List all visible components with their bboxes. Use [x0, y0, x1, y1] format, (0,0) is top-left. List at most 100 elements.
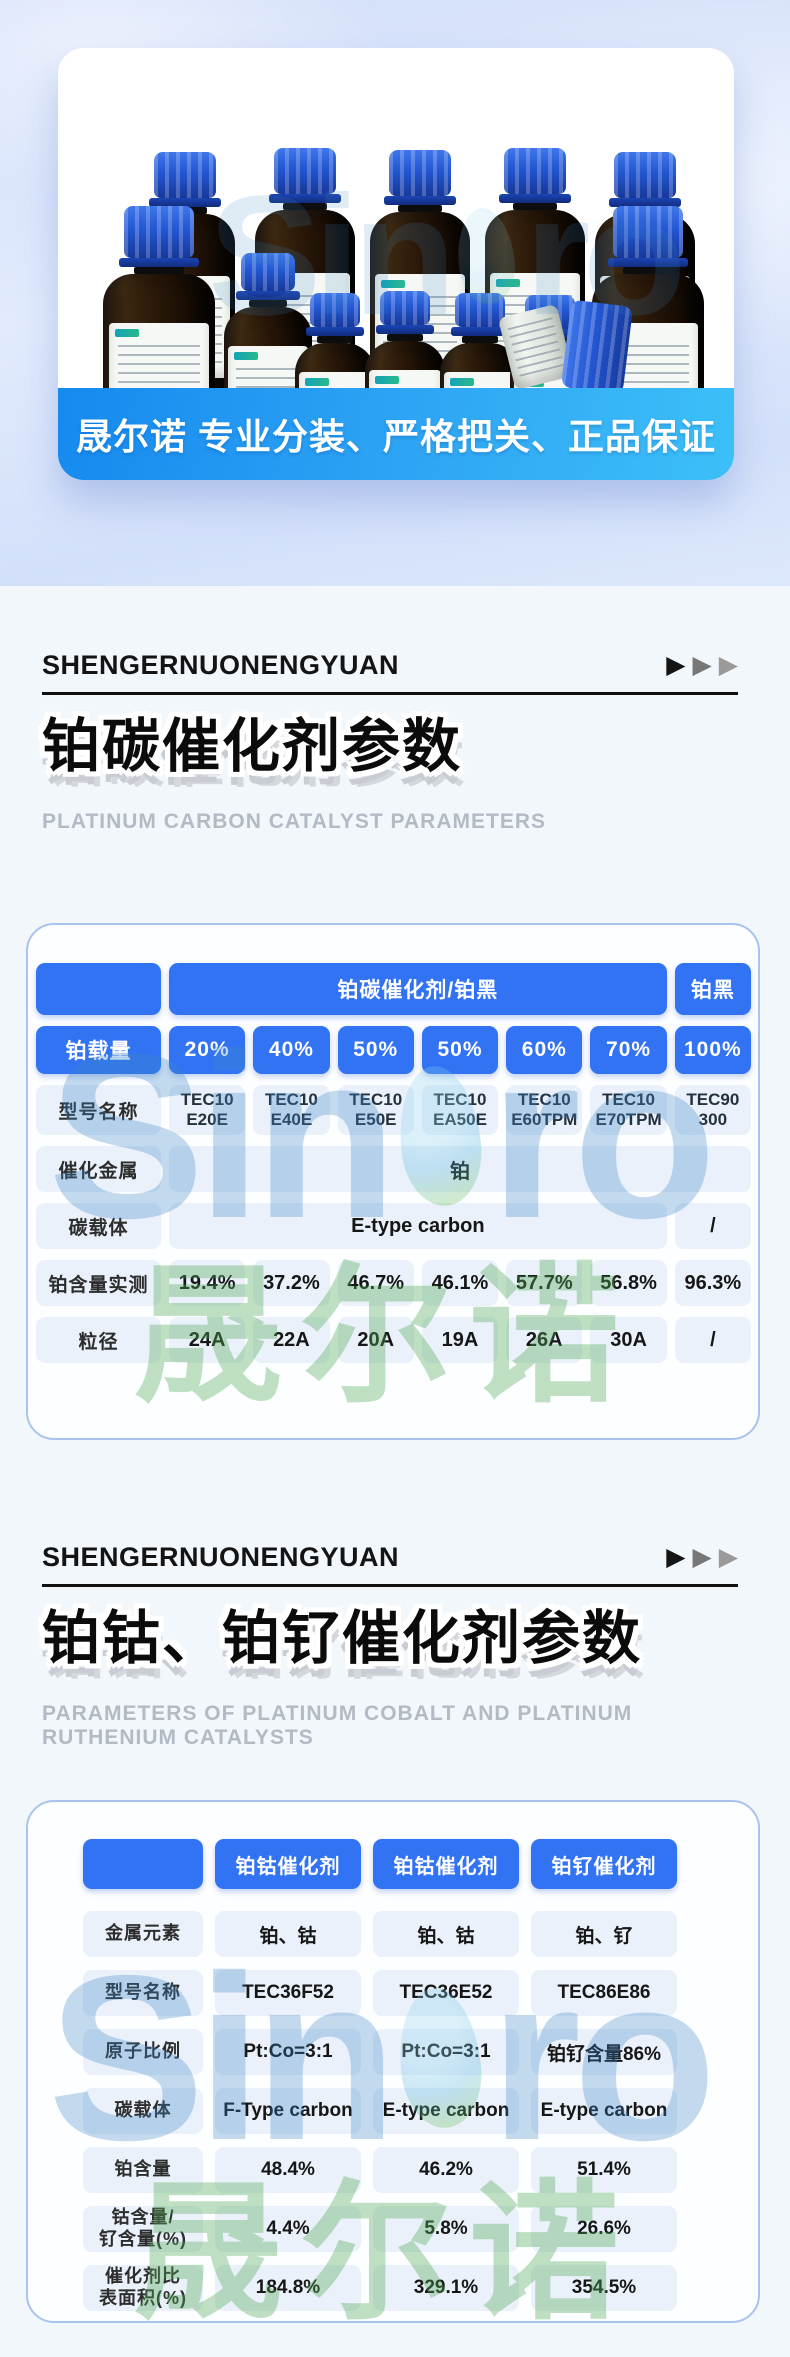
value-cell: 51.4%	[531, 2147, 677, 2193]
product-bottle	[295, 293, 375, 388]
bottle-neck-ring	[134, 267, 184, 274]
product-bottle	[103, 206, 215, 388]
content-cell: 46.1%	[421, 1260, 499, 1306]
play-arrow-icon: ▶	[718, 1543, 738, 1571]
bottle-label	[444, 371, 516, 388]
value-cell: 5.8%	[373, 2206, 519, 2252]
bottle-cap-base	[499, 194, 571, 203]
value-cell: 铂钌含量86%	[531, 2029, 677, 2075]
size-cell: 19A	[421, 1317, 499, 1363]
section2-header: SHENGERNUONENGYUAN ▶ ▶ ▶ 铂钴、铂钌催化剂参数 PARA…	[42, 1542, 738, 1750]
row-header-model: 型号名称	[36, 1085, 161, 1135]
value-cell: 184.8%	[215, 2265, 361, 2311]
value-cell: E-type carbon	[531, 2088, 677, 2134]
size-cell: 22A	[253, 1317, 330, 1363]
bottle-neck-ring	[387, 334, 423, 341]
divider-line	[42, 692, 738, 695]
group-header-cell: 铂碳催化剂/铂黑	[169, 963, 667, 1015]
guarantee-banner: 晟尔诺 专业分装、严格把关、正品保证	[58, 388, 734, 480]
content-cell: 37.2%	[253, 1260, 330, 1306]
size-cell: 26A	[506, 1317, 583, 1363]
row-header: 原子比例	[83, 2029, 203, 2075]
bottle-neck-ring	[462, 336, 498, 343]
corner-cell	[83, 1839, 203, 1889]
content-cell: 19.4%	[169, 1260, 246, 1306]
value-cell: Pt:Co=3:1	[215, 2029, 361, 2075]
bottle-neck-ring	[513, 203, 557, 210]
column-header-cell: 铂钴催化剂	[215, 1839, 361, 1889]
bottle-body	[365, 341, 445, 388]
play-arrow-icon: ▶	[666, 1543, 686, 1571]
bottle-cap-base	[306, 327, 364, 336]
model-cell: TEC10 E70TPM	[590, 1085, 667, 1135]
bottle-cap	[614, 152, 676, 198]
bottle-cap	[380, 291, 430, 325]
bottle-cap-base	[149, 198, 221, 207]
model-cell: TEC90 300	[674, 1085, 751, 1135]
size-cell: 30A	[590, 1317, 667, 1363]
row-header-carbon: 碳载体	[36, 1203, 161, 1249]
value-cell: 铂、钴	[215, 1911, 361, 1957]
brand-row: SHENGERNUONENGYUAN ▶ ▶ ▶	[42, 1542, 738, 1573]
bottle-cap-base	[376, 325, 434, 334]
bottle-cap-base	[451, 327, 509, 336]
play-arrow-icon: ▶	[692, 1543, 712, 1571]
play-arrow-icon: ▶	[666, 651, 686, 679]
brand-row: SHENGERNUONENGYUAN ▶ ▶ ▶	[42, 650, 738, 681]
carbon-slash-cell: /	[674, 1203, 751, 1249]
carbon-value-cell: E-type carbon	[169, 1203, 667, 1249]
value-cell: TEC86E86	[531, 1970, 677, 2016]
model-cell: TEC10 E40E	[253, 1085, 330, 1135]
pt-carbon-table: 铂碳催化剂/铂黑 铂黑 铂载量 20% 40% 50% 50% 60% 70% …	[36, 963, 751, 1363]
bottle-body	[103, 274, 215, 388]
brand-name: SHENGERNUONENGYUAN	[42, 1542, 400, 1572]
play-arrow-icon: ▶	[692, 651, 712, 679]
value-cell: 铂、钴	[373, 1911, 519, 1957]
row-header: 金属元素	[83, 1911, 203, 1957]
value-cell: 48.4%	[215, 2147, 361, 2193]
model-cell: TEC10 E50E	[337, 1085, 414, 1135]
bottle-label	[369, 370, 441, 388]
value-cell: TEC36F52	[215, 1970, 361, 2016]
bottle-cap	[124, 206, 195, 258]
bottle-body	[295, 343, 375, 388]
bottle-cap-base	[607, 258, 689, 267]
content-cell: 56.8%	[590, 1260, 667, 1306]
row-header: 碳载体	[83, 2088, 203, 2134]
value-cell: F-Type carbon	[215, 2088, 361, 2134]
arrow-icons: ▶ ▶ ▶	[666, 1545, 738, 1570]
corner-cell	[36, 963, 161, 1015]
bottle-cap	[154, 152, 216, 198]
bottle-cap-base	[236, 291, 300, 300]
arrow-icons: ▶ ▶ ▶	[666, 653, 738, 678]
bottle-cap-base	[384, 196, 456, 205]
loading-cell: 60%	[506, 1026, 583, 1074]
column-header-cell: 铂钌催化剂	[531, 1839, 677, 1889]
value-cell: 26.6%	[531, 2206, 677, 2252]
product-bottle	[224, 253, 312, 388]
bottle-neck-ring	[623, 267, 673, 274]
bottle-cap	[310, 293, 360, 327]
size-cell: /	[674, 1317, 751, 1363]
size-cell: 24A	[169, 1317, 246, 1363]
value-cell: Pt:Co=3:1	[373, 2029, 519, 2075]
loading-cell: 20%	[169, 1026, 246, 1074]
bottle-cap	[240, 253, 296, 291]
row-header-loading: 铂载量	[36, 1026, 161, 1074]
value-cell: 4.4%	[215, 2206, 361, 2252]
loading-cell: 70%	[590, 1026, 667, 1074]
group-header-right-cell: 铂黑	[674, 963, 751, 1015]
bottle-label	[108, 322, 210, 388]
section2-title: 铂钴、铂钌催化剂参数	[42, 1606, 643, 1671]
bottle-neck-ring	[283, 203, 327, 210]
content-cell: 96.3%	[674, 1260, 751, 1306]
brand-name: SHENGERNUONENGYUAN	[42, 650, 400, 680]
model-cell: TEC10 EA50E	[421, 1085, 499, 1135]
row-header: 钴含量/钌含量(%)	[83, 2206, 203, 2252]
row-header-content: 铂含量实测	[36, 1260, 161, 1306]
bottle-cap	[504, 148, 566, 194]
bottle-cap-base	[118, 258, 200, 267]
